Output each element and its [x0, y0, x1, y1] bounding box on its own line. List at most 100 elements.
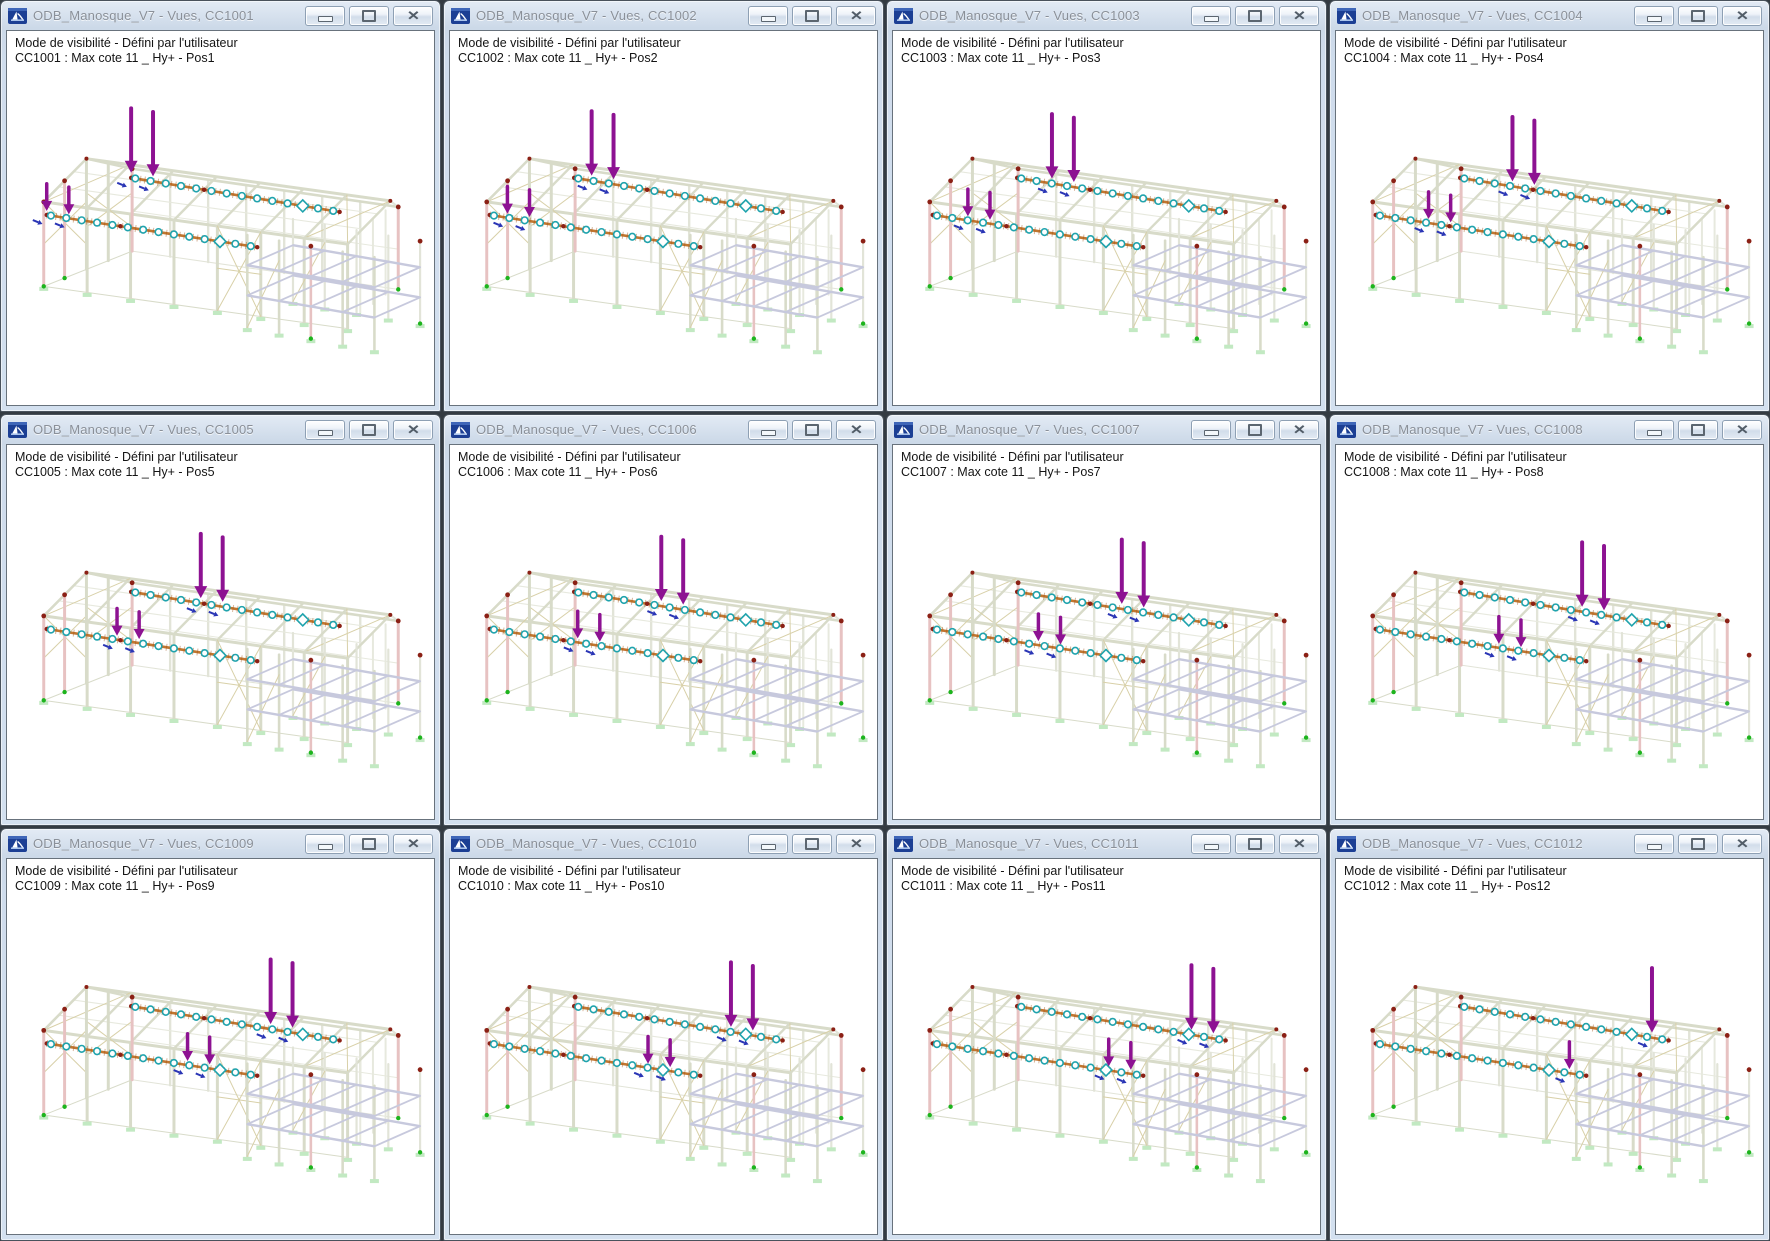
- maximize-button[interactable]: [792, 5, 832, 26]
- load-case-label: CC1010 : Max cote 11 _ Hy+ - Pos10: [458, 879, 665, 893]
- window-titlebar[interactable]: ODB_Manosque_V7 - Vues, CC1012 ✕: [1330, 829, 1769, 858]
- visibility-mode-label: Mode de visibilité - Défini par l'utilis…: [1344, 864, 1567, 878]
- close-button[interactable]: ✕: [836, 833, 876, 854]
- maximize-button[interactable]: [1678, 5, 1718, 26]
- minimize-button[interactable]: [748, 419, 788, 440]
- window-title: ODB_Manosque_V7 - Vues, CC1001: [33, 8, 254, 23]
- view-content[interactable]: Mode de visibilité - Défini par l'utilis…: [1335, 30, 1764, 406]
- window-title: ODB_Manosque_V7 - Vues, CC1007: [919, 422, 1140, 437]
- view-window: ODB_Manosque_V7 - Vues, CC1006 ✕ Mode de…: [443, 414, 884, 826]
- minimize-button[interactable]: [305, 833, 345, 854]
- maximize-button[interactable]: [792, 419, 832, 440]
- close-button[interactable]: ✕: [393, 419, 433, 440]
- maximize-button[interactable]: [349, 5, 389, 26]
- view-content[interactable]: Mode de visibilité - Défini par l'utilis…: [892, 444, 1321, 820]
- view-content[interactable]: Mode de visibilité - Défini par l'utilis…: [1335, 444, 1764, 820]
- close-button[interactable]: ✕: [1279, 419, 1319, 440]
- window-titlebar[interactable]: ODB_Manosque_V7 - Vues, CC1004 ✕: [1330, 1, 1769, 30]
- view-content[interactable]: Mode de visibilité - Défini par l'utilis…: [449, 444, 878, 820]
- window-titlebar[interactable]: ODB_Manosque_V7 - Vues, CC1008 ✕: [1330, 415, 1769, 444]
- visibility-mode-label: Mode de visibilité - Défini par l'utilis…: [458, 864, 681, 878]
- visibility-mode-label: Mode de visibilité - Défini par l'utilis…: [901, 864, 1124, 878]
- structure-3d-viewport[interactable]: [893, 445, 1320, 819]
- window-titlebar[interactable]: ODB_Manosque_V7 - Vues, CC1006 ✕: [444, 415, 883, 444]
- view-content[interactable]: Mode de visibilité - Défini par l'utilis…: [1335, 858, 1764, 1235]
- window-title: ODB_Manosque_V7 - Vues, CC1009: [33, 836, 254, 851]
- close-button[interactable]: ✕: [1279, 833, 1319, 854]
- view-content[interactable]: Mode de visibilité - Défini par l'utilis…: [6, 444, 435, 820]
- maximize-button[interactable]: [1235, 833, 1275, 854]
- minimize-button[interactable]: [748, 833, 788, 854]
- close-button[interactable]: ✕: [393, 5, 433, 26]
- structure-3d-viewport[interactable]: [7, 445, 434, 819]
- maximize-button[interactable]: [1235, 5, 1275, 26]
- minimize-button[interactable]: [1191, 833, 1231, 854]
- view-content[interactable]: Mode de visibilité - Défini par l'utilis…: [6, 858, 435, 1235]
- minimize-button[interactable]: [1191, 419, 1231, 440]
- window-titlebar[interactable]: ODB_Manosque_V7 - Vues, CC1001 ✕: [1, 1, 440, 30]
- close-button[interactable]: ✕: [836, 5, 876, 26]
- close-button[interactable]: ✕: [1722, 419, 1762, 440]
- window-titlebar[interactable]: ODB_Manosque_V7 - Vues, CC1002 ✕: [444, 1, 883, 30]
- structure-3d-viewport[interactable]: [450, 31, 877, 405]
- view-window: ODB_Manosque_V7 - Vues, CC1004 ✕ Mode de…: [1329, 0, 1770, 412]
- load-case-label: CC1007 : Max cote 11 _ Hy+ - Pos7: [901, 465, 1101, 479]
- view-info: Mode de visibilité - Défini par l'utilis…: [1336, 859, 1763, 894]
- window-titlebar[interactable]: ODB_Manosque_V7 - Vues, CC1009 ✕: [1, 829, 440, 858]
- view-content[interactable]: Mode de visibilité - Défini par l'utilis…: [449, 858, 878, 1235]
- structure-3d-viewport[interactable]: [893, 859, 1320, 1234]
- load-case-label: CC1008 : Max cote 11 _ Hy+ - Pos8: [1344, 465, 1544, 479]
- maximize-icon: [1691, 423, 1705, 436]
- minimize-button[interactable]: [748, 5, 788, 26]
- close-button[interactable]: ✕: [1722, 833, 1762, 854]
- visibility-mode-label: Mode de visibilité - Défini par l'utilis…: [15, 450, 238, 464]
- maximize-button[interactable]: [1678, 419, 1718, 440]
- minimize-button[interactable]: [1191, 5, 1231, 26]
- maximize-button[interactable]: [349, 833, 389, 854]
- close-button[interactable]: ✕: [1722, 5, 1762, 26]
- structure-3d-viewport[interactable]: [893, 31, 1320, 405]
- window-titlebar[interactable]: ODB_Manosque_V7 - Vues, CC1007 ✕: [887, 415, 1326, 444]
- window-titlebar[interactable]: ODB_Manosque_V7 - Vues, CC1010 ✕: [444, 829, 883, 858]
- minimize-button[interactable]: [1634, 419, 1674, 440]
- maximize-button[interactable]: [1235, 419, 1275, 440]
- visibility-mode-label: Mode de visibilité - Défini par l'utilis…: [1344, 450, 1567, 464]
- close-icon: ✕: [1735, 836, 1749, 851]
- view-content[interactable]: Mode de visibilité - Défini par l'utilis…: [6, 30, 435, 406]
- maximize-button[interactable]: [349, 419, 389, 440]
- close-button[interactable]: ✕: [393, 833, 433, 854]
- window-controls: ✕: [1634, 833, 1762, 854]
- maximize-button[interactable]: [1678, 833, 1718, 854]
- window-title: ODB_Manosque_V7 - Vues, CC1002: [476, 8, 697, 23]
- maximize-button[interactable]: [792, 833, 832, 854]
- minimize-button[interactable]: [305, 419, 345, 440]
- structure-3d-viewport[interactable]: [1336, 31, 1763, 405]
- structure-3d-viewport[interactable]: [7, 31, 434, 405]
- window-titlebar[interactable]: ODB_Manosque_V7 - Vues, CC1011 ✕: [887, 829, 1326, 858]
- window-titlebar[interactable]: ODB_Manosque_V7 - Vues, CC1005 ✕: [1, 415, 440, 444]
- view-content[interactable]: Mode de visibilité - Défini par l'utilis…: [892, 30, 1321, 406]
- view-content[interactable]: Mode de visibilité - Défini par l'utilis…: [449, 30, 878, 406]
- minimize-button[interactable]: [1634, 833, 1674, 854]
- view-content[interactable]: Mode de visibilité - Défini par l'utilis…: [892, 858, 1321, 1235]
- view-window: ODB_Manosque_V7 - Vues, CC1009 ✕ Mode de…: [0, 828, 441, 1241]
- minimize-button[interactable]: [1634, 5, 1674, 26]
- window-titlebar[interactable]: ODB_Manosque_V7 - Vues, CC1003 ✕: [887, 1, 1326, 30]
- structure-3d-viewport[interactable]: [1336, 859, 1763, 1234]
- close-icon: ✕: [849, 422, 863, 437]
- close-button[interactable]: ✕: [836, 419, 876, 440]
- minimize-icon: [317, 430, 333, 436]
- window-controls: ✕: [1634, 5, 1762, 26]
- minimize-icon: [1203, 844, 1219, 850]
- view-window: ODB_Manosque_V7 - Vues, CC1008 ✕ Mode de…: [1329, 414, 1770, 826]
- view-window: ODB_Manosque_V7 - Vues, CC1005 ✕ Mode de…: [0, 414, 441, 826]
- close-button[interactable]: ✕: [1279, 5, 1319, 26]
- maximize-icon: [1248, 9, 1262, 22]
- window-title: ODB_Manosque_V7 - Vues, CC1010: [476, 836, 697, 851]
- structure-3d-viewport[interactable]: [1336, 445, 1763, 819]
- structure-3d-viewport[interactable]: [7, 859, 434, 1234]
- minimize-button[interactable]: [305, 5, 345, 26]
- structure-3d-viewport[interactable]: [450, 859, 877, 1234]
- structure-3d-viewport[interactable]: [450, 445, 877, 819]
